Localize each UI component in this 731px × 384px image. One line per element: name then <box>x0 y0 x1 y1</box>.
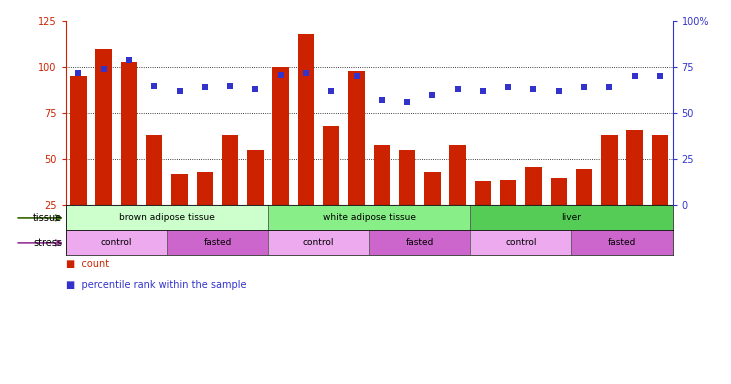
Bar <box>268 230 369 255</box>
Bar <box>572 230 673 255</box>
Bar <box>197 172 213 205</box>
Text: control: control <box>303 238 334 247</box>
Bar <box>323 126 339 205</box>
Bar <box>273 67 289 205</box>
Bar <box>66 230 167 255</box>
Text: tissue: tissue <box>33 213 62 223</box>
Point <box>477 88 489 94</box>
Point <box>401 99 413 105</box>
Bar <box>470 205 673 230</box>
Text: fasted: fasted <box>607 238 636 247</box>
Bar <box>70 76 87 205</box>
Point <box>426 92 438 98</box>
Text: control: control <box>505 238 537 247</box>
Bar <box>66 205 268 230</box>
Bar <box>222 136 238 205</box>
Point <box>98 66 110 72</box>
Point <box>325 88 337 94</box>
Bar <box>550 178 567 205</box>
Bar <box>576 169 592 205</box>
Bar <box>167 230 268 255</box>
Point <box>224 83 236 89</box>
Point <box>148 83 160 89</box>
Bar <box>146 136 162 205</box>
Point <box>275 71 287 78</box>
Bar <box>121 62 137 205</box>
Point <box>654 73 666 79</box>
Bar <box>500 180 516 205</box>
Point <box>123 57 135 63</box>
Bar <box>298 34 314 205</box>
Text: ■  percentile rank within the sample: ■ percentile rank within the sample <box>66 280 246 290</box>
Point <box>528 86 539 93</box>
Text: fasted: fasted <box>406 238 434 247</box>
Bar <box>247 150 264 205</box>
Text: stress: stress <box>33 238 62 248</box>
Bar <box>96 49 112 205</box>
Text: fasted: fasted <box>203 238 232 247</box>
Bar <box>424 172 441 205</box>
Bar <box>399 150 415 205</box>
Point <box>249 86 261 93</box>
Bar <box>474 182 491 205</box>
Point <box>578 84 590 91</box>
Point <box>604 84 616 91</box>
Point <box>351 73 363 79</box>
Bar <box>369 230 470 255</box>
Bar <box>626 130 643 205</box>
Point <box>553 88 564 94</box>
Bar <box>450 145 466 205</box>
Text: ■  count: ■ count <box>66 259 109 269</box>
Point <box>376 97 387 103</box>
Point <box>300 70 312 76</box>
Bar <box>374 145 390 205</box>
Bar <box>348 71 365 205</box>
Text: control: control <box>101 238 132 247</box>
Text: liver: liver <box>561 214 581 222</box>
Text: white adipose tissue: white adipose tissue <box>322 214 416 222</box>
Bar <box>601 136 618 205</box>
Bar <box>268 205 470 230</box>
Point <box>452 86 463 93</box>
Bar <box>651 136 668 205</box>
Bar <box>171 174 188 205</box>
Point <box>502 84 514 91</box>
Bar <box>470 230 572 255</box>
Point <box>629 73 640 79</box>
Point <box>72 70 84 76</box>
Text: brown adipose tissue: brown adipose tissue <box>119 214 215 222</box>
Point <box>174 88 186 94</box>
Bar <box>526 167 542 205</box>
Point <box>199 84 211 91</box>
